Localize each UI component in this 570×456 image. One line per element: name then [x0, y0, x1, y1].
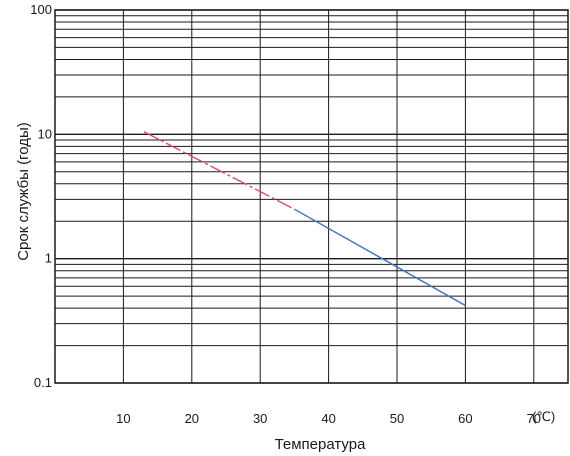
x-tick-label: 30: [253, 411, 267, 426]
y-axis-label: Срок службы (годы): [15, 122, 32, 261]
x-tick-label: 10: [116, 411, 130, 426]
y-tick-labels: 0.1 1 10 100: [30, 2, 52, 390]
x-tick-label: 40: [321, 411, 335, 426]
y-tick-label: 1: [45, 251, 52, 266]
x-tick-label: 60: [458, 411, 472, 426]
solid-series-line: [294, 208, 466, 307]
x-axis-unit: (℃): [532, 409, 555, 424]
x-tick-labels: 10 20 30 40 50 60 70: [116, 411, 541, 426]
x-tick-label: 70: [527, 411, 541, 426]
y-tick-label: 0.1: [34, 375, 52, 390]
plot-frame: [54, 9, 569, 384]
y-tick-label: 100: [30, 2, 52, 17]
dashed-series-line: [143, 131, 295, 210]
x-tick-label: 20: [185, 411, 199, 426]
grid: [55, 9, 568, 384]
y-tick-label: 10: [38, 126, 52, 141]
series-group: [143, 131, 466, 307]
x-tick-label: 50: [390, 411, 404, 426]
x-axis-label: Температура: [275, 436, 367, 453]
